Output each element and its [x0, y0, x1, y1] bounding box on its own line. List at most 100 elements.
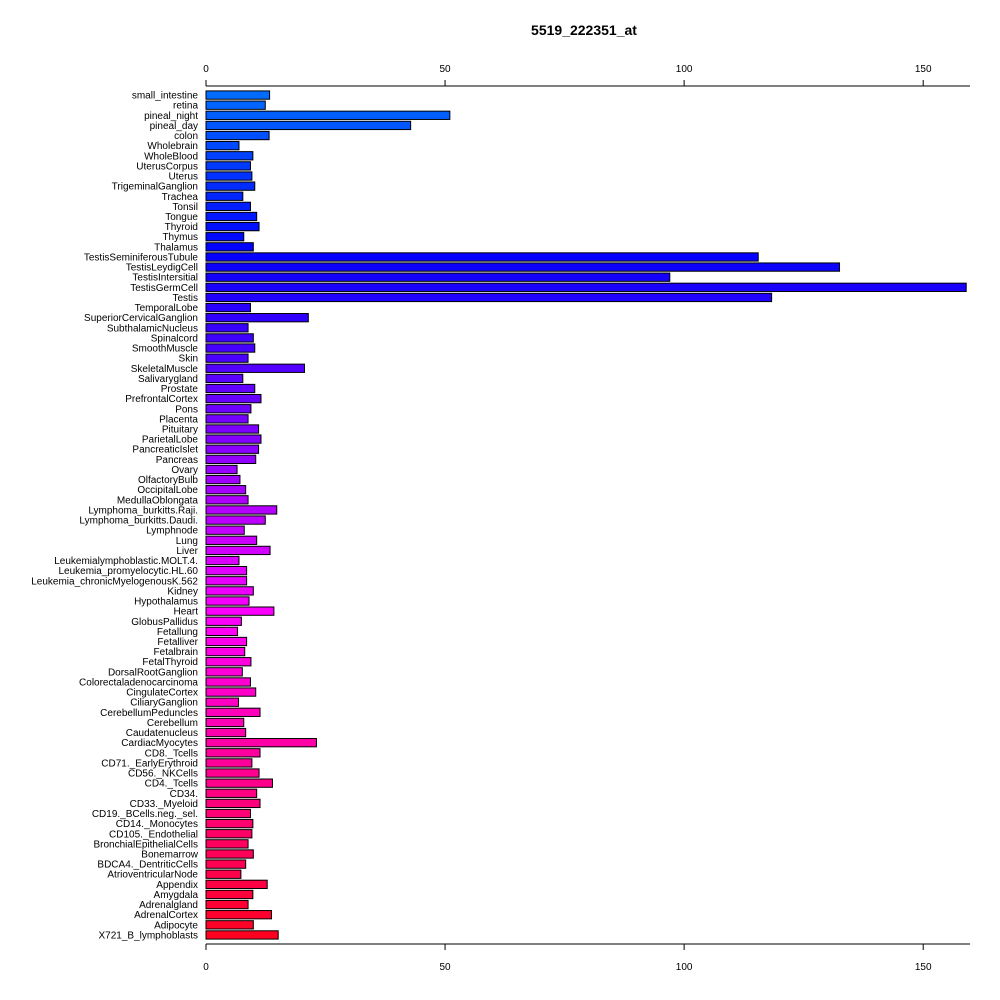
category-label: Adrenalgland	[139, 900, 198, 911]
category-label: Heart	[174, 607, 199, 618]
bar	[205, 201, 251, 212]
category-label: Prostate	[161, 384, 199, 395]
bar	[205, 818, 254, 829]
category-label: Kidney	[167, 586, 198, 597]
category-label: TrigeminalGanglion	[112, 182, 198, 193]
category-label: Leukemia_promyelocytic.HL.60	[58, 566, 198, 577]
bar	[205, 292, 773, 303]
bar	[205, 555, 240, 566]
bar	[205, 333, 254, 343]
bar	[205, 626, 239, 637]
bar	[205, 606, 275, 616]
category-label: CD34.	[170, 789, 198, 800]
category-label: Fetalliver	[157, 637, 198, 648]
x-axis-bottom: 0 50 100 150	[203, 943, 970, 973]
bar	[205, 282, 967, 292]
bar	[205, 151, 254, 161]
category-label: Colorectaladenocarcinoma	[79, 677, 198, 688]
category-labels-group: small_intestineretinapineal_nightpineal_…	[31, 91, 199, 942]
category-label: OccipitalLobe	[137, 485, 198, 496]
bar	[205, 120, 412, 131]
tick-label: 50	[440, 962, 452, 973]
bar	[205, 434, 262, 444]
bar	[205, 768, 260, 778]
bar	[205, 252, 759, 262]
bar	[205, 616, 242, 626]
bar	[205, 920, 254, 930]
bar	[205, 889, 254, 900]
bar	[205, 788, 258, 798]
category-label: WholeBlood	[144, 151, 198, 162]
category-label: BDCA4._DentriticCells	[97, 860, 198, 871]
category-label: TestisGermCell	[130, 283, 198, 294]
tick-label: 0	[203, 962, 209, 973]
category-label: TestisIntersitial	[132, 273, 198, 284]
category-label: Pituitary	[162, 424, 198, 435]
bar	[205, 464, 238, 475]
category-label: Pons	[175, 404, 198, 415]
bar	[205, 485, 247, 495]
bar	[205, 910, 272, 920]
bar	[205, 566, 248, 576]
category-label: Liver	[176, 546, 198, 557]
bar	[205, 707, 261, 717]
category-label: Appendix	[156, 880, 198, 891]
category-label: ParietalLobe	[142, 435, 199, 446]
bar	[205, 313, 309, 323]
category-label: Bonemarrow	[141, 849, 198, 860]
category-label: X721_B_lymphoblasts	[98, 930, 198, 941]
category-label: Lymphoma_burkitts.Daudi.	[79, 516, 198, 527]
category-label: Thyroid	[165, 222, 198, 233]
bar	[205, 899, 249, 910]
category-label: CiliaryGanglion	[130, 698, 198, 709]
bar	[205, 778, 273, 788]
bar	[205, 363, 305, 373]
chart-title: 5519_222351_at	[531, 22, 637, 38]
bar	[205, 232, 245, 242]
category-label: DorsalRootGanglion	[108, 667, 198, 678]
category-label: CerebellumPeduncles	[100, 708, 198, 719]
category-label: Pancreas	[156, 455, 198, 466]
tick-label: 50	[440, 64, 452, 75]
category-label: Trachea	[162, 192, 199, 203]
bar	[205, 646, 246, 657]
category-label: colon	[174, 131, 198, 142]
tick-label: 100	[676, 962, 693, 973]
tick-label: 150	[915, 962, 932, 973]
category-label: pineal_day	[150, 121, 198, 132]
bar	[205, 181, 256, 191]
category-label: CD56._NKCells	[128, 769, 198, 780]
bar	[205, 373, 244, 384]
category-label: Caudatenucleus	[126, 728, 198, 739]
bar	[205, 727, 247, 738]
category-label: CD105._Endothelial	[109, 829, 198, 840]
category-label: BronchialEpithelialCells	[94, 839, 199, 850]
bar	[205, 758, 253, 768]
category-label: CingulateCortex	[126, 688, 198, 699]
bar	[205, 495, 249, 505]
category-label: Hypothalamus	[134, 597, 198, 608]
category-label: Leukemialymphoblastic.MOLT.4.	[54, 556, 198, 567]
bar	[205, 808, 251, 819]
category-label: Ovary	[171, 465, 198, 476]
tick-label: 0	[203, 64, 209, 75]
bar	[205, 596, 250, 606]
category-label: CD4._Tcells	[145, 779, 198, 790]
bar	[205, 515, 266, 525]
category-label: CD33._Myeloid	[130, 799, 198, 810]
category-label: MedullaOblongata	[117, 495, 199, 506]
category-label: SmoothMuscle	[132, 344, 199, 355]
bar	[205, 525, 245, 535]
category-label: small_intestine	[132, 91, 199, 102]
bar	[205, 221, 260, 232]
bar	[205, 100, 266, 110]
category-label: CD8._Tcells	[145, 748, 198, 759]
bar	[205, 242, 254, 252]
category-label: SubthalamicNucleus	[107, 323, 198, 334]
category-label: Leukemia_chronicMyelogenousK.562	[31, 576, 198, 587]
bar	[205, 191, 244, 201]
bar	[205, 474, 241, 485]
category-label: Spinalcord	[151, 333, 198, 344]
category-label: CD19._BCells.neg._sel.	[92, 809, 198, 820]
bar	[205, 738, 317, 748]
